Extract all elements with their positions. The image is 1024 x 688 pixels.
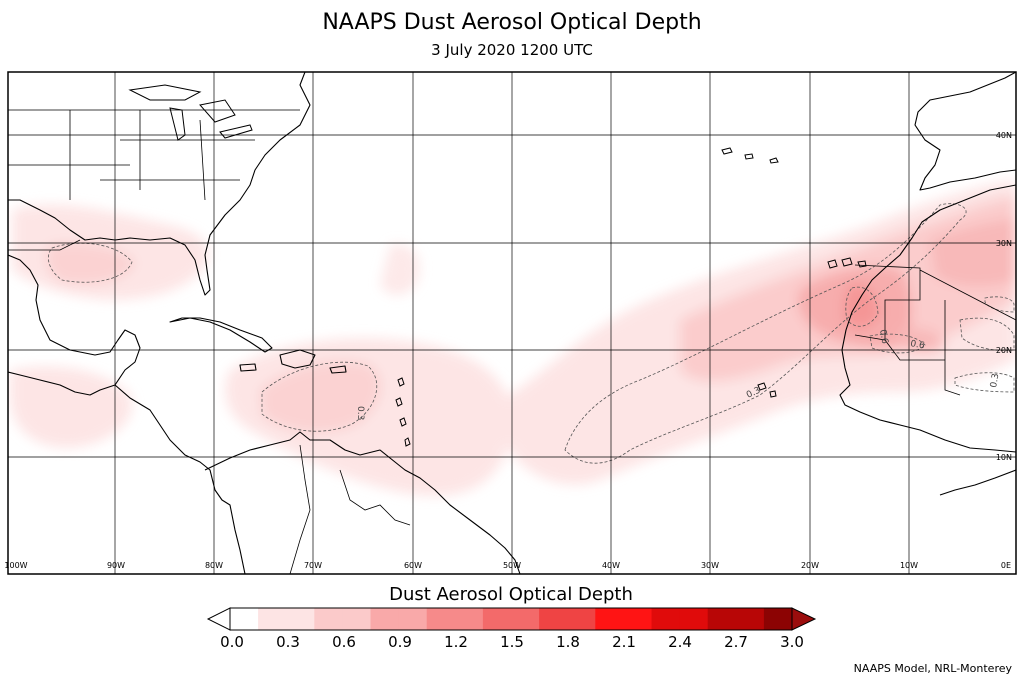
islands-canary [827, 257, 867, 269]
coast-south-america-north [204, 431, 521, 574]
latitude-labels: 40N 30N 20N 10N [996, 131, 1012, 462]
lon-label: 100W [4, 561, 27, 570]
contour-mali-06 [869, 333, 926, 354]
graticule [8, 72, 1016, 574]
colorbar-cell [398, 608, 428, 630]
colorbar-tick-label: 3.0 [780, 633, 804, 651]
lon-label: 10W [900, 561, 918, 570]
colorbar-tick-label: 0.6 [332, 633, 356, 651]
contour-wa-06 [845, 286, 879, 327]
lon-label: 90W [107, 561, 125, 570]
dust-core-maghreb [930, 218, 1016, 287]
colorbar-cell [651, 608, 681, 630]
dust-max-westafrica [843, 284, 880, 329]
lat-label: 30N [996, 239, 1012, 248]
borders-west-africa [854, 264, 1016, 396]
colorbar-cell [230, 608, 259, 630]
coast-gulf-mexico [8, 254, 141, 396]
lon-label: 20W [801, 561, 819, 570]
colorbar-over-arrow [791, 607, 817, 631]
contour-label: 0.3 [355, 406, 365, 420]
colorbar-cell [679, 608, 709, 630]
colorbar-cell [258, 608, 287, 630]
island-puerto-rico [329, 365, 347, 374]
colorbar-tick-label: 2.1 [612, 633, 636, 651]
model-credit: NAAPS Model, NRL-Monterey [853, 662, 1012, 675]
contour-caribbean [261, 361, 378, 432]
contour-label: 0.6 [877, 329, 889, 345]
lon-label: 50W [503, 561, 521, 570]
colorbar-cell [426, 608, 456, 630]
dust-core-caribbean [260, 361, 381, 433]
colorbar-title: Dust Aerosol Optical Depth [389, 584, 633, 605]
lon-label: 80W [205, 561, 223, 570]
colorbar-tick-label: 1.5 [500, 633, 524, 651]
colorbar-cell [735, 608, 765, 630]
contour-label: 0.6 [909, 339, 925, 351]
colorbar-cell [707, 608, 737, 630]
dust-core-gulf [45, 243, 135, 285]
lon-label: 30W [701, 561, 719, 570]
dust-plume-pacific [10, 366, 132, 448]
atlantic-islands [395, 147, 867, 447]
lake-huron [199, 99, 236, 123]
colorbar-tick-label: 2.7 [724, 633, 748, 651]
lon-label: 60W [404, 561, 422, 570]
great-lakes [128, 84, 253, 141]
colorbar-tick-label: 0.3 [276, 633, 300, 651]
coast-us-east [8, 72, 311, 296]
coast-iberia [914, 72, 1016, 191]
colorbar-frame [229, 607, 793, 631]
longitude-labels: 100W 90W 80W 70W 60W 50W 40W 30W 20W 10W… [4, 561, 1011, 570]
colorbar-tick-label: 1.8 [556, 633, 580, 651]
islands-azores [721, 147, 779, 164]
colorbar-cell [314, 608, 343, 630]
colorbar-cell [595, 608, 624, 630]
lon-label: 0E [1001, 561, 1011, 570]
colorbar-cell [511, 608, 540, 630]
map-subtitle: 3 July 2020 1200 UTC [431, 41, 593, 59]
lake-erie [219, 124, 253, 139]
contour-label: 0.3 [989, 373, 1001, 389]
borders-us-states [8, 109, 300, 201]
colorbar-tick-label: 2.4 [668, 633, 692, 651]
coast-gulf-guinea [939, 469, 1016, 496]
colorbar-tick-label: 0.9 [388, 633, 412, 651]
colorbar-cell [539, 608, 568, 630]
lat-label: 10N [996, 453, 1012, 462]
dust-shading [10, 180, 1016, 496]
island-jamaica [239, 363, 257, 372]
coast-central-america [114, 384, 246, 574]
island-cuba [169, 317, 273, 353]
colorbar-cell [763, 608, 793, 630]
colorbar-cell [482, 608, 512, 630]
colorbar-cell [454, 608, 484, 630]
lake-superior [128, 84, 202, 101]
colorbar-under-arrow [206, 607, 231, 631]
contour-gulf [47, 242, 133, 283]
colorbar-tick-label: 1.2 [444, 633, 468, 651]
colorbar-cell [342, 608, 371, 630]
islands-cape-verde [757, 382, 777, 398]
dust-core-mali [898, 328, 945, 353]
islands-lesser-antilles [395, 377, 411, 447]
lat-label: 40N [996, 131, 1012, 140]
lat-label: 20N [996, 346, 1012, 355]
map-title: NAAPS Dust Aerosol Optical Depth [322, 10, 702, 35]
lon-label: 40W [602, 561, 620, 570]
colorbar-tick-label: 0.0 [220, 633, 244, 651]
dust-patch-atlantic [380, 244, 420, 296]
map-frame [7, 71, 1017, 575]
lon-label: 70W [304, 561, 322, 570]
colorbar-cell [623, 608, 652, 630]
colorbar-cell [370, 608, 400, 630]
colorbar-cell [567, 608, 596, 630]
colorbar [206, 607, 817, 631]
contour-saharan-outer [564, 203, 967, 464]
colorbar-cell [286, 608, 315, 630]
contour-label-group: 0.3 0.3 0.6 0.6 0.3 [355, 329, 1001, 421]
borders-south-america [289, 444, 411, 574]
